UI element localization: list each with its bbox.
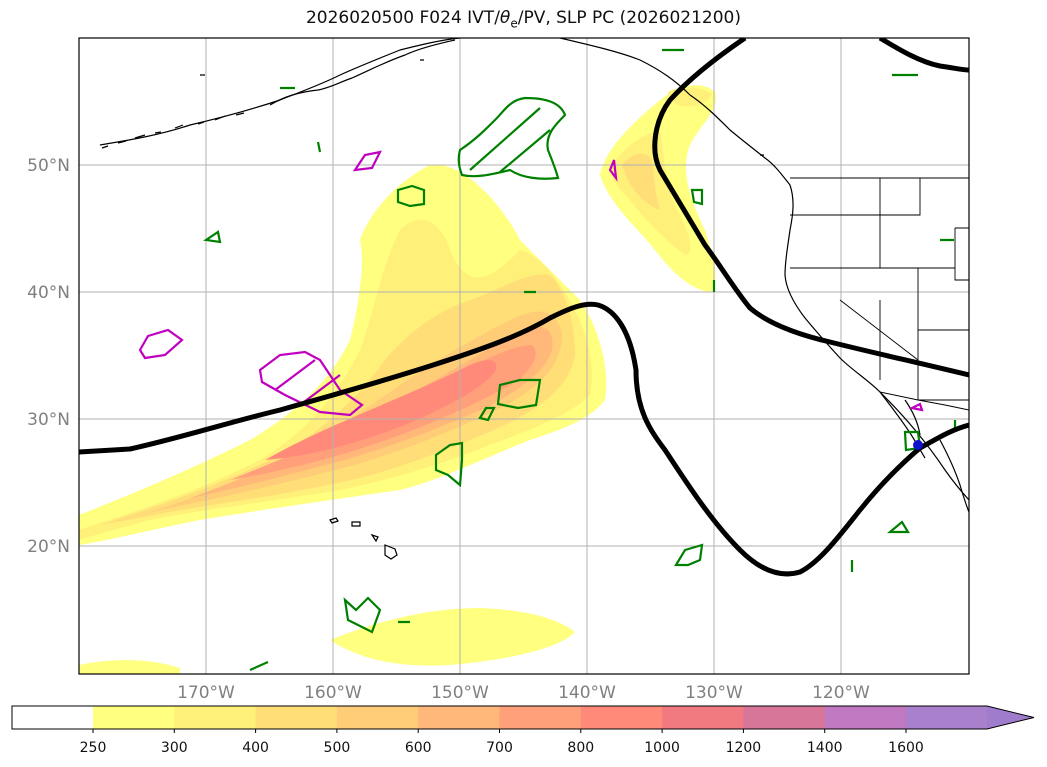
slp-contour-northeast	[878, 38, 969, 73]
colorbar-label-1600: 1600	[888, 740, 924, 756]
slp-contours	[79, 38, 969, 577]
ivt-band-500	[140, 311, 562, 515]
pv-contour-magenta-3	[352, 150, 382, 172]
ivt-band-400-coast	[622, 153, 660, 210]
lon-label-120w: 120°W	[812, 683, 870, 703]
ivt-band-800	[265, 360, 497, 460]
pv-contour-small-7	[690, 188, 704, 206]
lon-label-150w: 150°W	[431, 683, 489, 703]
alaska-coast	[99, 38, 461, 146]
location-marker	[913, 440, 923, 450]
colorbar-label-1000: 1000	[644, 740, 680, 756]
pv-contour-small-11	[249, 48, 957, 672]
hawaii-islands	[329, 517, 398, 560]
slp-contour-main	[79, 301, 969, 577]
colorbar-label-1200: 1200	[726, 740, 762, 756]
ivt-band-250-southwest	[79, 660, 180, 674]
colorbar-segment-below	[12, 706, 93, 729]
colorbar: 250 300 400 500 600 700 800 1000 1200 14…	[11, 705, 1035, 756]
lon-label-160w: 160°W	[304, 683, 362, 703]
colorbar-label-600: 600	[405, 740, 432, 756]
lat-label-20n: 20°N	[27, 537, 70, 557]
mexico-coast	[939, 439, 969, 513]
pv-contour-hatch-north	[469, 107, 551, 173]
pv-contour-magenta-1	[138, 328, 184, 360]
ivt-shading	[79, 85, 716, 674]
pv-contour-small-1	[396, 184, 426, 208]
lon-label-130w: 130°W	[685, 683, 743, 703]
figure-title: 2026020500 F024 IVT/θe/PV, SLP PC (20260…	[305, 8, 742, 31]
colorbar-segment-1200	[743, 706, 826, 729]
colorbar-label-400: 400	[242, 740, 269, 756]
lon-label-170w: 170°W	[177, 683, 235, 703]
pv-contour-small-8	[886, 520, 910, 534]
colorbar-label-250: 250	[80, 740, 107, 756]
colorbar-label-1400: 1400	[807, 740, 843, 756]
pv-contour-small-4	[434, 441, 464, 488]
pv-contour-small-2	[496, 378, 542, 410]
ivt-band-300	[79, 219, 592, 540]
alaska-gulf-coast	[559, 38, 691, 96]
lat-label-30n: 30°N	[27, 410, 70, 430]
lon-label-140w: 140°W	[558, 683, 616, 703]
colorbar-segment-600	[418, 706, 501, 729]
ivt-band-250-south	[330, 608, 575, 666]
kodiak-coast	[269, 39, 456, 106]
ivt-band-400	[100, 274, 575, 525]
graticule	[79, 38, 969, 674]
colorbar-extend-arrow	[987, 706, 1034, 729]
colorbar-outline	[11, 705, 1035, 730]
colorbar-segment-500	[336, 706, 419, 729]
pv-contour-magenta-5	[908, 402, 924, 412]
slp-contour-east	[652, 38, 969, 378]
longitude-labels: 170°W 160°W 150°W 140°W 130°W 120°W	[177, 683, 870, 703]
colorbar-segment-700	[499, 706, 582, 729]
political-boundaries	[790, 177, 969, 411]
colorbar-segment-300	[174, 706, 257, 729]
colorbar-label-500: 500	[324, 740, 351, 756]
pv-contour-small-3	[478, 406, 496, 422]
pv-contour-magenta-4	[608, 159, 618, 182]
colorbar-segment-400	[255, 706, 338, 729]
colorbar-segment-1400	[824, 706, 907, 729]
lat-label-50n: 50°N	[27, 156, 70, 176]
colorbar-label-700: 700	[486, 740, 513, 756]
colorbar-segment-250	[93, 706, 175, 729]
pv-contour-magenta-2	[258, 350, 364, 417]
us-mexico-border	[879, 391, 969, 411]
colorbar-segment-800	[580, 706, 663, 729]
latitude-labels: 50°N 40°N 30°N 20°N	[27, 156, 70, 557]
map-frame	[78, 37, 970, 675]
pv-contour-north	[457, 96, 567, 180]
pv-contour-small-10	[202, 230, 222, 244]
lat-label-40n: 40°N	[27, 283, 70, 303]
aleutian-islands	[101, 112, 245, 149]
colorbar-segment-1600	[906, 706, 988, 729]
pv-contours-green	[202, 48, 957, 672]
pv-contour-small-6	[343, 596, 382, 634]
colorbar-label-800: 800	[567, 740, 594, 756]
colorbar-label-300: 300	[161, 740, 188, 756]
pv-contour-small-5	[674, 543, 704, 567]
state-boundaries	[790, 178, 969, 401]
colorbar-segment-1000	[662, 706, 744, 729]
